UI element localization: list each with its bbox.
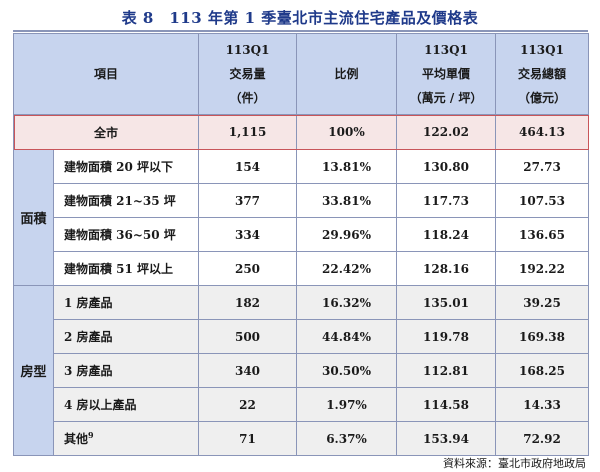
row-avg-price: 153.94 — [396, 421, 497, 456]
row-avg-price: 128.16 — [396, 251, 497, 286]
row-avg-price: 130.80 — [396, 149, 497, 184]
row-count: 500 — [198, 319, 298, 354]
table-row: 2 房產品 500 44.84% 119.78 169.38 — [14, 319, 590, 354]
header-ratio: 比例 — [296, 33, 398, 115]
total-ratio: 100% — [296, 114, 398, 150]
price-table: 項目 113Q1 交易量 （件） 比例 113Q1 平均單價 （萬元 / 坪） … — [12, 33, 590, 456]
row-total: 168.25 — [495, 353, 590, 388]
total-label: 全市 — [12, 114, 200, 150]
row-ratio: 6.37% — [296, 421, 398, 456]
row-item: 3 房產品 — [52, 353, 200, 388]
table-row: 3 房產品 340 30.50% 112.81 168.25 — [14, 353, 590, 388]
source-note: 資料來源：臺北市政府地政局 — [443, 457, 586, 470]
row-total: 192.22 — [495, 251, 590, 286]
row-avg-price: 119.78 — [396, 319, 497, 354]
table-row: 房型 1 房產品 182 16.32% 135.01 39.25 — [13, 285, 590, 456]
group-label-room: 房型 — [13, 285, 54, 456]
row-count: 71 — [198, 421, 298, 456]
row-count: 340 — [198, 353, 298, 388]
table-title: 表 8 113 年第 1 季臺北市主流住宅產品及價格表 — [121, 9, 479, 27]
row-item: 建物面積 36~50 坪 — [52, 217, 200, 252]
header-avg-price: 113Q1 平均單價 （萬元 / 坪） — [396, 33, 497, 115]
row-total: 39.25 — [495, 285, 590, 320]
table-row: 其他9 71 6.37% 153.94 72.92 — [14, 421, 590, 456]
row-count: 22 — [198, 387, 298, 422]
row-avg-price: 114.58 — [396, 387, 497, 422]
row-avg-price: 117.73 — [396, 183, 497, 218]
row-count: 182 — [198, 285, 298, 320]
header-total: 113Q1 交易總額 （億元） — [495, 33, 590, 115]
table-row: 面積 建物面積 20 坪以下 154 13.81% 130.80 27.73 — [13, 149, 590, 286]
table-row: 4 房以上產品 22 1.97% 114.58 14.33 — [14, 387, 590, 422]
row-ratio: 13.81% — [296, 149, 398, 184]
row-item: 1 房產品 — [52, 285, 200, 320]
row-avg-price: 112.81 — [396, 353, 497, 388]
total-row: 全市 1,115 100% 122.02 464.13 — [12, 114, 590, 150]
row-item: 2 房產品 — [52, 319, 200, 354]
total-avg-price: 122.02 — [396, 114, 497, 150]
row-count: 154 — [198, 149, 298, 184]
header-item: 項目 — [12, 33, 200, 115]
row-ratio: 22.42% — [296, 251, 398, 286]
row-ratio: 29.96% — [296, 217, 398, 252]
table-row: 建物面積 36~50 坪 334 29.96% 118.24 136.65 — [14, 217, 590, 252]
row-total: 27.73 — [495, 149, 590, 184]
table-row: 建物面積 51 坪以上 250 22.42% 128.16 192.22 — [14, 251, 590, 286]
table-row: 建物面積 21~35 坪 377 33.81% 117.73 107.53 — [14, 183, 590, 218]
row-count: 250 — [198, 251, 298, 286]
header-count: 113Q1 交易量 （件） — [198, 33, 298, 115]
row-ratio: 16.32% — [296, 285, 398, 320]
row-ratio: 33.81% — [296, 183, 398, 218]
row-item: 4 房以上產品 — [52, 387, 200, 422]
row-item: 建物面積 51 坪以上 — [52, 251, 200, 286]
row-total: 72.92 — [495, 421, 590, 456]
row-avg-price: 135.01 — [396, 285, 497, 320]
row-total: 136.65 — [495, 217, 590, 252]
total-amount: 464.13 — [495, 114, 590, 150]
row-total: 107.53 — [495, 183, 590, 218]
footnote-marker: 9 — [88, 430, 94, 440]
row-count: 377 — [198, 183, 298, 218]
row-item: 建物面積 20 坪以下 — [52, 149, 200, 184]
total-count: 1,115 — [198, 114, 298, 150]
row-total: 169.38 — [495, 319, 590, 354]
row-item: 其他9 — [52, 421, 200, 456]
row-ratio: 1.97% — [296, 387, 398, 422]
row-ratio: 44.84% — [296, 319, 398, 354]
row-item: 建物面積 21~35 坪 — [52, 183, 200, 218]
top-rule — [13, 30, 588, 32]
group-label-area: 面積 — [13, 149, 54, 286]
row-count: 334 — [198, 217, 298, 252]
row-ratio: 30.50% — [296, 353, 398, 388]
row-avg-price: 118.24 — [396, 217, 497, 252]
row-total: 14.33 — [495, 387, 590, 422]
